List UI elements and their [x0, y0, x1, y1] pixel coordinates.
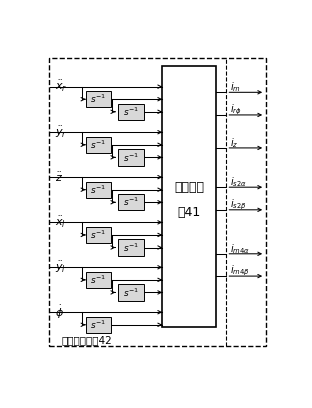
Text: $s^{-1}$: $s^{-1}$: [123, 151, 139, 164]
Text: $i_{m4\alpha}$: $i_{m4\alpha}$: [230, 242, 250, 256]
Text: $s^{-1}$: $s^{-1}$: [123, 106, 139, 118]
Text: $\ddot{x}_r$: $\ddot{x}_r$: [55, 79, 67, 94]
Text: $\dot{\phi}$: $\dot{\phi}$: [55, 304, 64, 321]
Text: $i_z$: $i_z$: [230, 136, 238, 150]
Bar: [118, 149, 144, 166]
Text: $\ddot{z}$: $\ddot{z}$: [55, 171, 63, 184]
Text: 机41: 机41: [177, 206, 201, 219]
Bar: [85, 91, 111, 107]
Text: $s^{-1}$: $s^{-1}$: [90, 93, 106, 105]
Bar: [85, 182, 111, 198]
Text: 支持向量机逰42: 支持向量机逰42: [62, 335, 113, 345]
Bar: [118, 194, 144, 211]
Bar: [85, 272, 111, 288]
Bar: [162, 66, 216, 327]
Bar: [85, 137, 111, 153]
Bar: [118, 104, 144, 120]
Text: $i_{m4\beta}$: $i_{m4\beta}$: [230, 264, 250, 278]
Text: $\ddot{y}_r$: $\ddot{y}_r$: [55, 124, 67, 140]
Text: $i_{s2\alpha}$: $i_{s2\alpha}$: [230, 175, 247, 189]
Text: $s^{-1}$: $s^{-1}$: [90, 139, 106, 151]
Text: $s^{-1}$: $s^{-1}$: [90, 229, 106, 241]
Bar: [118, 239, 144, 256]
Text: $s^{-1}$: $s^{-1}$: [90, 184, 106, 196]
Text: $\ddot{x}_l$: $\ddot{x}_l$: [55, 215, 66, 230]
Bar: [118, 284, 144, 301]
Text: $s^{-1}$: $s^{-1}$: [90, 274, 106, 286]
Text: $i_{s2\beta}$: $i_{s2\beta}$: [230, 197, 247, 212]
Text: $s^{-1}$: $s^{-1}$: [123, 241, 139, 254]
Bar: [85, 227, 111, 243]
Bar: [49, 58, 266, 346]
Text: $i_m$: $i_m$: [230, 80, 241, 94]
Text: 支持向量: 支持向量: [174, 181, 204, 194]
Text: $i_{r\phi}$: $i_{r\phi}$: [230, 103, 242, 117]
Text: $s^{-1}$: $s^{-1}$: [123, 196, 139, 208]
Bar: [85, 317, 111, 333]
Text: $s^{-1}$: $s^{-1}$: [90, 319, 106, 331]
Text: $s^{-1}$: $s^{-1}$: [123, 286, 139, 299]
Text: $\ddot{y}_l$: $\ddot{y}_l$: [55, 259, 66, 275]
